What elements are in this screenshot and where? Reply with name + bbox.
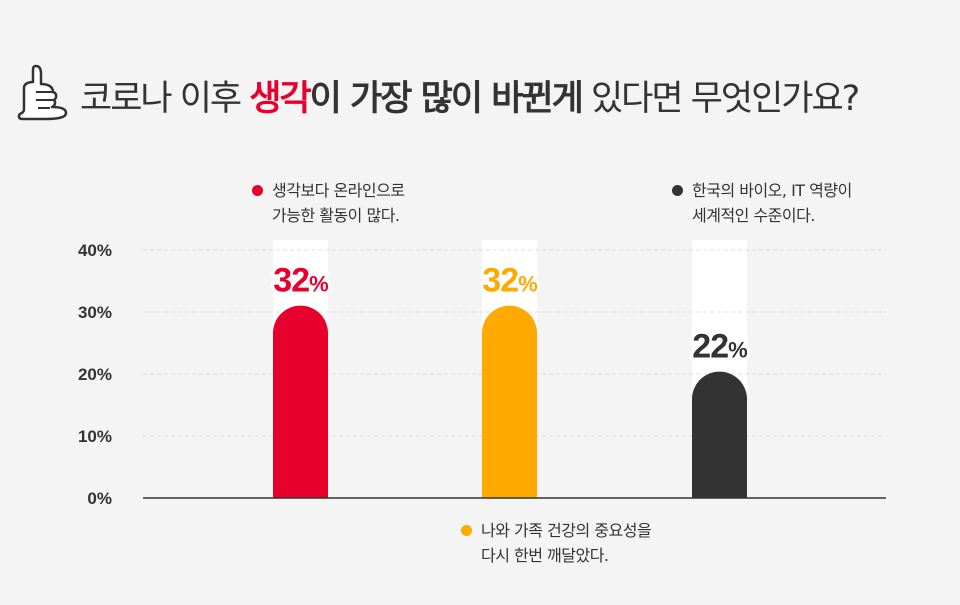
legend-dot <box>461 525 472 536</box>
page-title: 코로나 이후 생각이 가장 많이 바뀐게 있다면 무엇인가요? <box>80 70 860 121</box>
thumbs-up-icon <box>17 64 68 121</box>
title-bold: 이 가장 많이 바뀐게 <box>309 79 584 119</box>
y-tick-label: 0% <box>87 489 112 508</box>
bar <box>482 305 537 498</box>
y-tick-label: 30% <box>78 303 112 322</box>
legend-text: 생각보다 온라인으로 <box>272 181 405 200</box>
legend-text: 세계적인 수준이다. <box>692 206 815 225</box>
legend-text: 다시 한번 깨달았다. <box>481 546 609 565</box>
legend-item-1: 생각보다 온라인으로 가능한 활동이 많다. <box>252 178 405 228</box>
legend-dot <box>672 185 683 196</box>
legend-text: 한국의 바이오, IT 역량이 <box>692 181 852 200</box>
legend-dot <box>252 185 263 196</box>
title-text-end: 있다면 무엇인가요? <box>581 79 860 119</box>
y-tick-label: 20% <box>78 365 112 384</box>
bar <box>692 371 747 498</box>
bar <box>273 305 328 498</box>
legend-text: 가능한 활동이 많다. <box>272 206 400 225</box>
y-tick-label: 10% <box>78 427 112 446</box>
title-text: 코로나 이후 <box>80 79 250 119</box>
y-tick-label: 40% <box>78 241 112 260</box>
legend-item-2: 나와 가족 건강의 중요성을 다시 한번 깨달았다. <box>461 518 652 568</box>
legend-text: 나와 가족 건강의 중요성을 <box>481 521 652 540</box>
legend-item-3: 한국의 바이오, IT 역량이 세계적인 수준이다. <box>672 178 852 228</box>
title-highlight: 생각 <box>249 79 311 119</box>
